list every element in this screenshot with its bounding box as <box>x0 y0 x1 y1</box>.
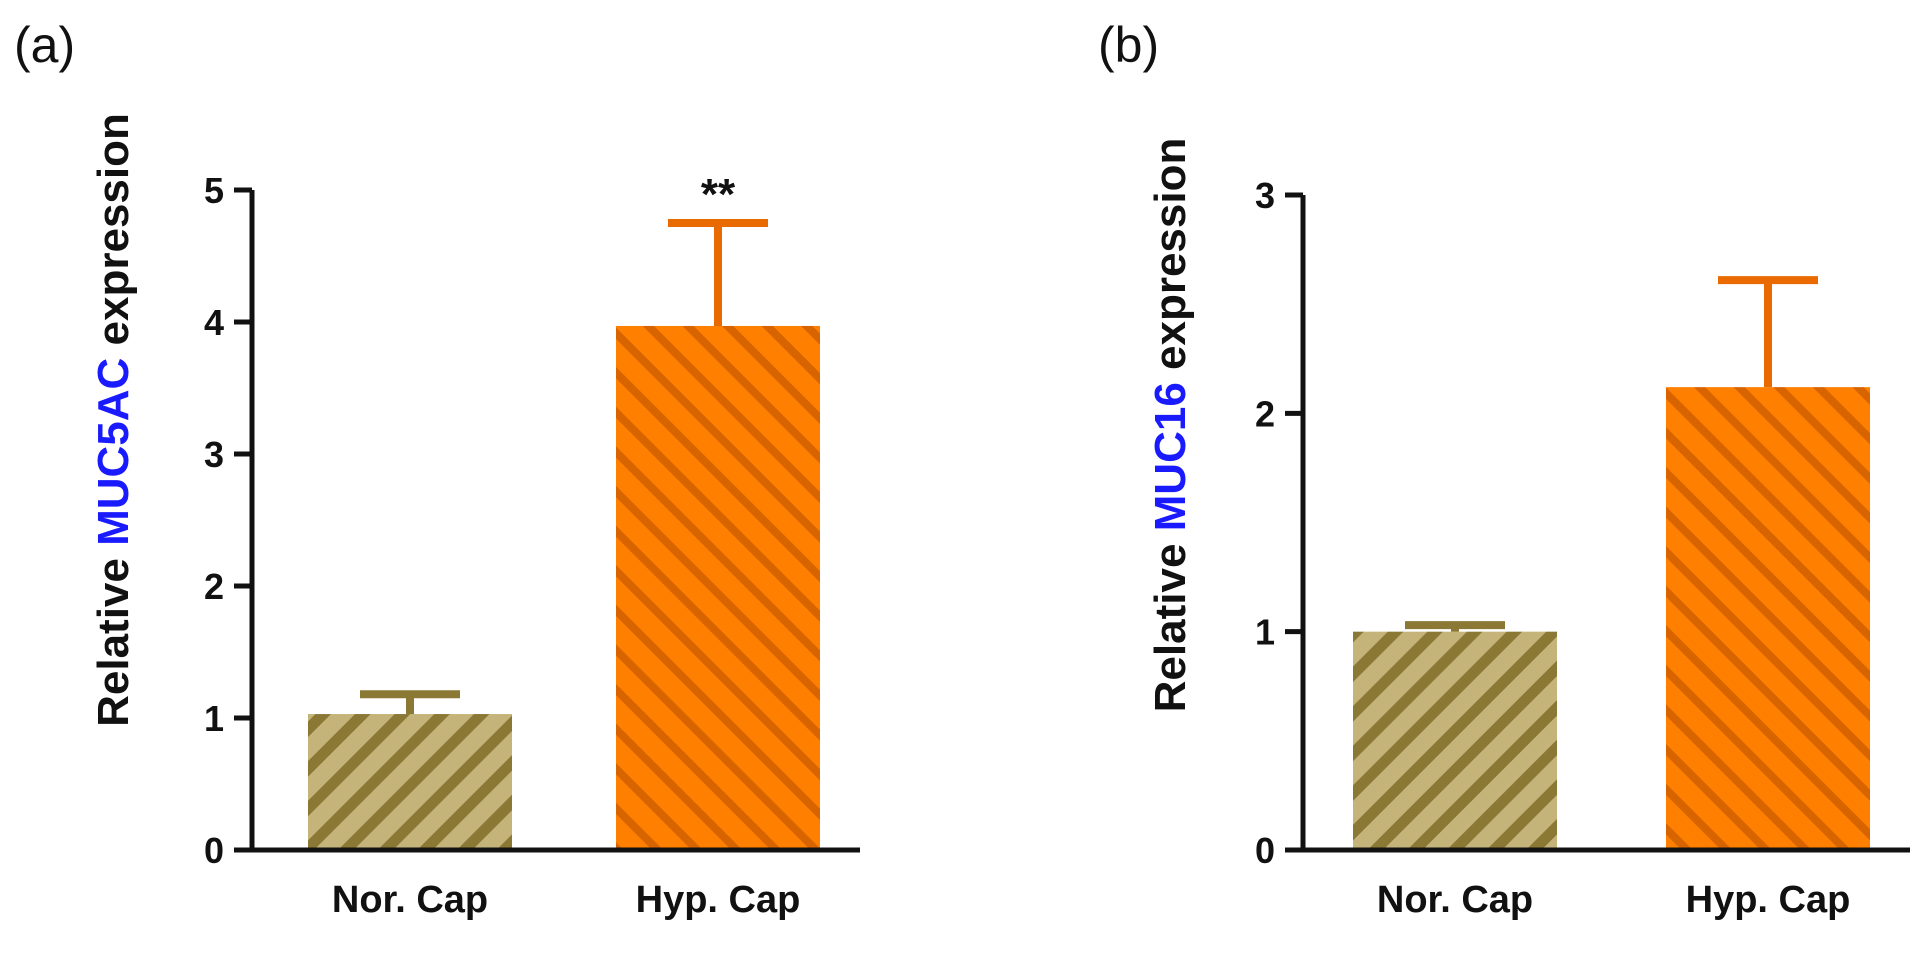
y-axis-label-gene: MUC5AC <box>89 358 138 546</box>
significance-marker: ** <box>701 170 736 219</box>
y-tick-label: 1 <box>1255 612 1275 653</box>
svg-text:Relative MUC16 expression: Relative MUC16 expression <box>1146 138 1195 713</box>
y-axis-label: Relative MUC5AC expression <box>89 113 138 727</box>
bar-nor-cap <box>1353 631 1557 850</box>
x-tick-label: Nor. Cap <box>1377 879 1533 921</box>
y-axis-label: Relative MUC16 expression <box>1146 138 1195 713</box>
x-tick-label: Nor. Cap <box>332 879 488 921</box>
y-tick-label: 0 <box>204 830 224 871</box>
y-tick-label: 5 <box>204 170 224 211</box>
y-axis-label-prefix: Relative <box>89 546 138 727</box>
y-tick-label: 3 <box>204 434 224 475</box>
y-axis-label-gene: MUC16 <box>1146 382 1195 531</box>
panel-b: (b) Relative MUC16 expression Nor. Cap Hy… <box>1098 17 1910 921</box>
y-tick-label: 4 <box>204 302 224 343</box>
bar-nor-cap <box>308 714 512 850</box>
y-tick-label: 2 <box>1255 393 1275 434</box>
y-axis-label-suffix: expression <box>1146 138 1195 383</box>
y-tick-label: 3 <box>1255 175 1275 216</box>
y-axis-label-suffix: expression <box>89 113 138 358</box>
panel-label: (b) <box>1098 17 1159 73</box>
y-tick-label: 1 <box>204 698 224 739</box>
svg-text:Relative MUC5AC expression: Relative MUC5AC expression <box>89 113 138 727</box>
panel-label: (a) <box>14 17 75 73</box>
y-tick-label: 2 <box>204 566 224 607</box>
panel-a: (a) Relative MUC5AC expression Nor. Cap *… <box>14 17 860 921</box>
bar-hyp-cap <box>1666 387 1870 850</box>
y-axis-label-prefix: Relative <box>1146 531 1195 712</box>
y-tick-label: 0 <box>1255 830 1275 871</box>
x-tick-label: Hyp. Cap <box>636 879 801 921</box>
x-tick-label: Hyp. Cap <box>1686 879 1851 921</box>
bar-hyp-cap <box>616 325 820 851</box>
